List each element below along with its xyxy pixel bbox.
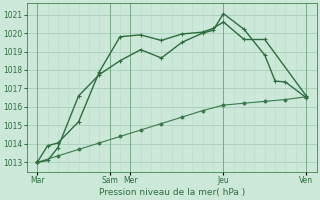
X-axis label: Pression niveau de la mer( hPa ): Pression niveau de la mer( hPa ) [99, 188, 245, 197]
